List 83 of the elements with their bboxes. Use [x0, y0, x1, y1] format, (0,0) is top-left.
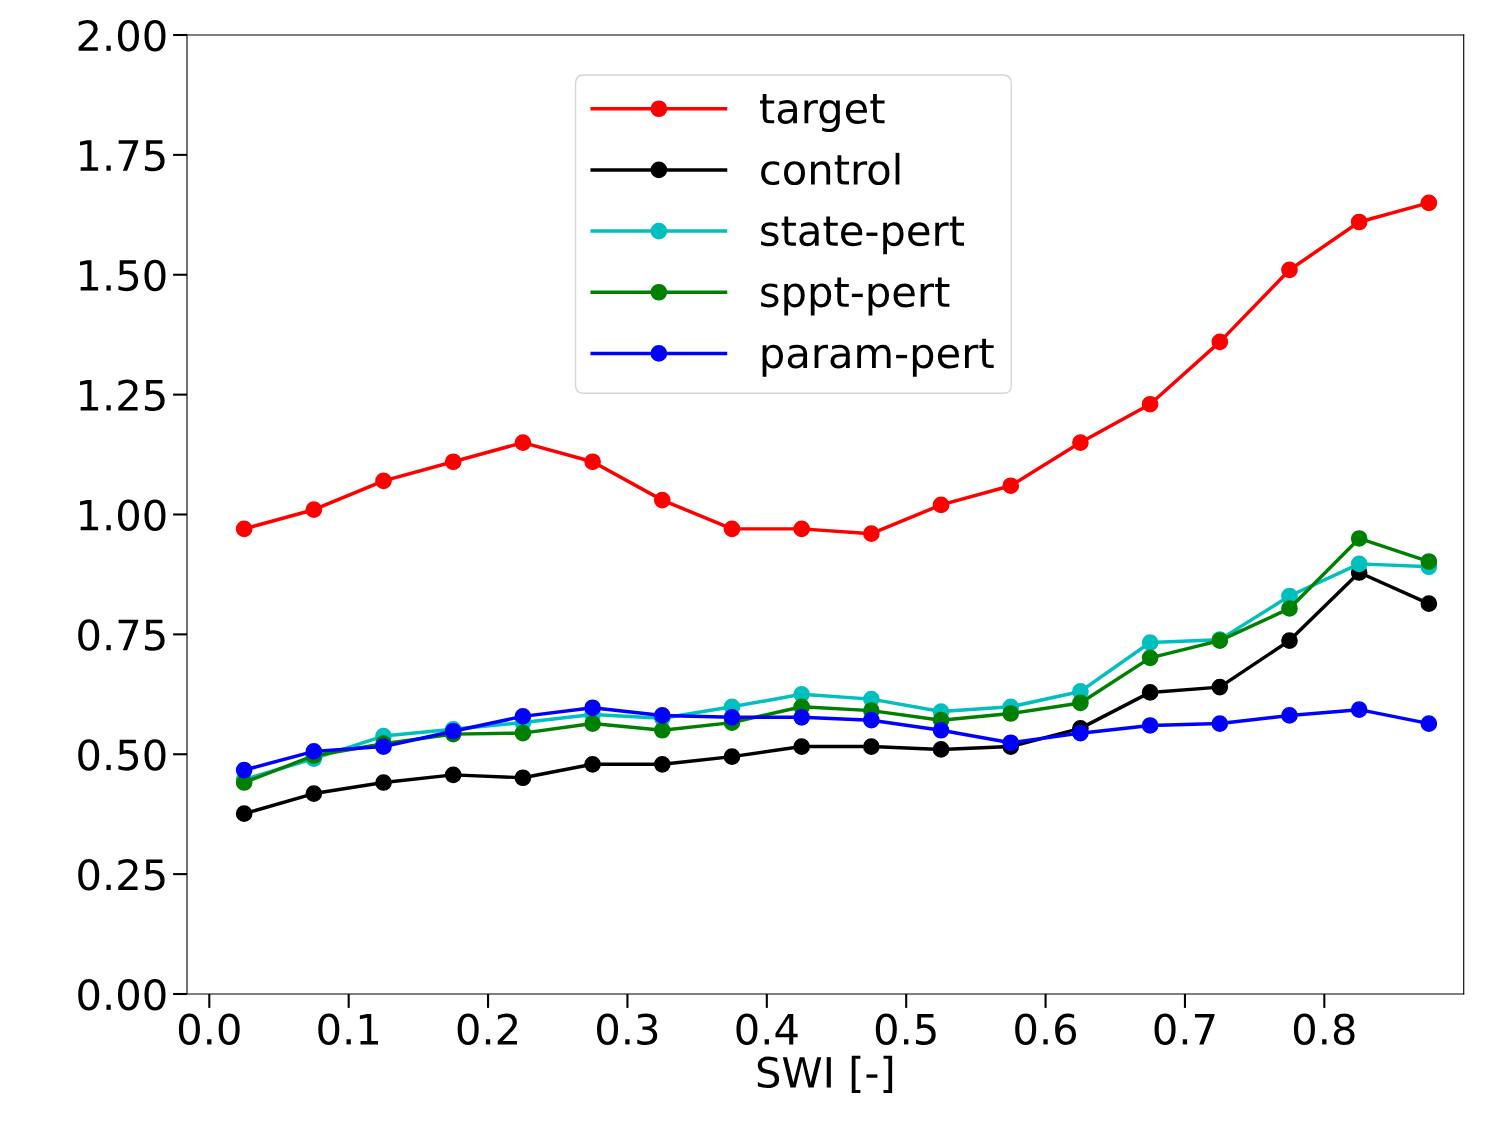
point — [1141, 684, 1159, 701]
point — [235, 520, 253, 538]
x-axis-title: SWI [-] — [757, 1055, 893, 1094]
point — [1350, 530, 1368, 547]
point — [584, 715, 601, 732]
point — [235, 761, 253, 779]
point — [1420, 715, 1438, 732]
point — [1420, 194, 1438, 212]
point — [653, 491, 671, 509]
point — [1211, 715, 1229, 732]
point — [1072, 694, 1089, 712]
point — [932, 496, 950, 514]
x-tick-label: 0.6 — [1015, 1013, 1077, 1045]
point — [1141, 634, 1159, 651]
point — [1072, 724, 1089, 742]
x-tick-label: 0.3 — [597, 1013, 658, 1045]
point — [375, 774, 392, 791]
y-tick-label: 1.00 — [80, 499, 166, 531]
point — [723, 708, 741, 726]
point — [1002, 477, 1020, 495]
point — [1141, 717, 1159, 734]
y-tick-label: 0.00 — [78, 978, 166, 1011]
point — [932, 721, 950, 739]
point — [375, 472, 392, 490]
x-tick-label: 0.8 — [1293, 1013, 1355, 1045]
legend-label: sppt-pert — [761, 277, 950, 316]
point — [1002, 705, 1020, 722]
legend-label: target — [759, 94, 885, 133]
point — [514, 708, 532, 725]
point — [444, 766, 462, 784]
point — [793, 738, 810, 755]
legend-label: param-pert — [762, 338, 994, 377]
point — [793, 708, 810, 726]
y-tick-label: 0.75 — [78, 619, 165, 651]
point — [305, 743, 323, 760]
point — [1211, 333, 1229, 351]
x-tick-label: 0.1 — [318, 1013, 378, 1045]
y-tick-label: 1.75 — [80, 140, 165, 172]
point — [514, 769, 532, 787]
point — [653, 755, 671, 773]
point — [723, 748, 741, 765]
point — [584, 755, 601, 773]
point — [653, 721, 671, 739]
y-tick-label: 0.50 — [78, 739, 166, 771]
point — [1350, 213, 1368, 231]
point — [1281, 261, 1298, 279]
x-tick-label: 0.4 — [736, 1013, 798, 1045]
point — [584, 699, 601, 717]
point — [305, 501, 323, 519]
point — [1350, 555, 1368, 573]
point — [1072, 434, 1089, 451]
point — [1420, 595, 1438, 613]
point — [584, 453, 601, 471]
point — [444, 453, 462, 471]
point — [1281, 632, 1298, 649]
point — [1281, 707, 1298, 724]
point — [1141, 649, 1159, 667]
legend-label: state-pert — [761, 216, 964, 255]
point — [1141, 395, 1159, 413]
point — [514, 724, 532, 742]
point — [793, 520, 810, 538]
x-tick-label: 0.2 — [457, 1013, 518, 1045]
x-tick-label: 0.7 — [1154, 1013, 1215, 1045]
y-tick-label: 2.00 — [78, 19, 166, 52]
point — [514, 434, 532, 451]
point — [1420, 553, 1438, 570]
point — [1211, 678, 1229, 696]
point — [863, 711, 880, 729]
point — [1350, 701, 1368, 718]
legend-label: control — [761, 152, 900, 186]
point — [863, 738, 880, 755]
point — [235, 805, 253, 823]
point — [932, 741, 950, 758]
x-tick-label: 0.0 — [178, 1013, 240, 1045]
point — [305, 785, 323, 802]
point — [1002, 734, 1020, 752]
y-tick-label: 0.25 — [78, 859, 165, 891]
point — [723, 520, 741, 538]
point — [863, 525, 880, 543]
y-tick-label: 1.25 — [80, 379, 165, 412]
x-tick-label: 0.5 — [875, 1013, 936, 1045]
y-tick-label: 1.50 — [80, 259, 166, 292]
point — [1281, 600, 1298, 617]
